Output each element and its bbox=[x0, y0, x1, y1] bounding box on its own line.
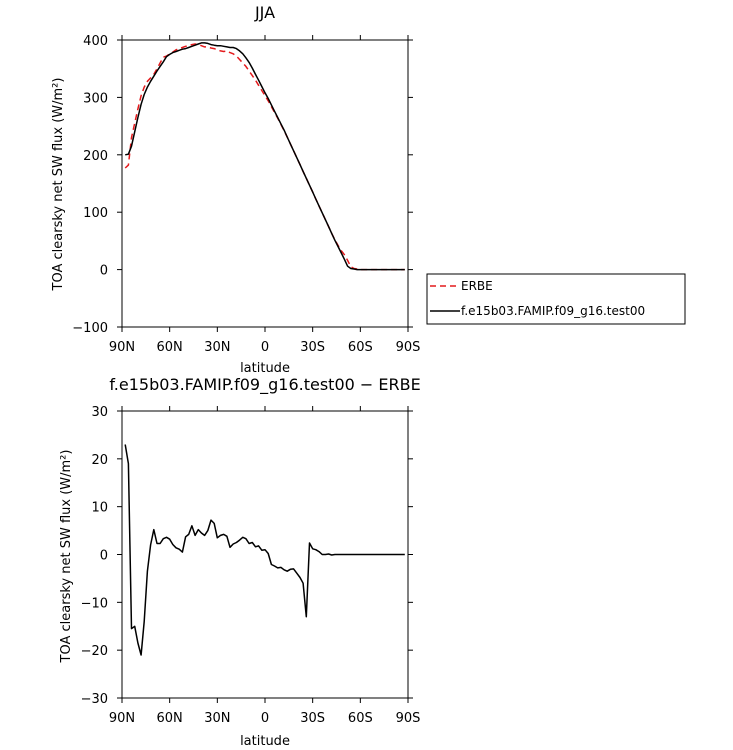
top-y-axis-label: TOA clearsky net SW flux (W/m²) bbox=[51, 78, 66, 292]
top-x-tick-label: 60S bbox=[348, 340, 373, 355]
top-y-tick-label: 100 bbox=[83, 206, 108, 221]
bottom-x-tick-label: 90N bbox=[109, 711, 135, 726]
bottom-panel: f.e15b03.FAMIP.f09_g16.test00 − ERBE 90N… bbox=[59, 375, 421, 749]
top-y-tick-label: 200 bbox=[83, 149, 108, 164]
top-y-tick-label: 0 bbox=[100, 264, 108, 279]
top-x-tick-label: 60N bbox=[157, 340, 183, 355]
bottom-x-tick-label: 60N bbox=[157, 711, 183, 726]
bottom-difference-series bbox=[124, 444, 405, 656]
legend: ERBE f.e15b03.FAMIP.f09_g16.test00 bbox=[426, 273, 686, 325]
legend-label-erbe: ERBE bbox=[461, 279, 493, 293]
bottom-y-tick-label: 0 bbox=[100, 549, 108, 564]
top-chart-title: JJA bbox=[254, 3, 275, 22]
top-x-axis-label: latitude bbox=[240, 361, 290, 376]
top-x-tick-label: 30N bbox=[204, 340, 230, 355]
legend-label-model: f.e15b03.FAMIP.f09_g16.test00 bbox=[461, 304, 645, 318]
bottom-x-tick-label: 30N bbox=[204, 711, 230, 726]
bottom-y-tick-label: −30 bbox=[81, 692, 108, 707]
top-plot-frame bbox=[121, 39, 409, 328]
bottom-y-tick-label: 30 bbox=[91, 405, 108, 420]
bottom-x-tick-label: 90S bbox=[396, 711, 421, 726]
top-x-tick-label: 90N bbox=[109, 340, 135, 355]
top-panel: JJA 90N 60N 30N 0 30S 60S 90S −100 0 100 200 300 400… bbox=[51, 3, 420, 376]
top-y-tick-label: −100 bbox=[72, 321, 108, 336]
top-plot-area: 90N 60N 30N 0 30S 60S 90S −100 0 100 200 300 400 bbox=[72, 34, 420, 355]
top-series-f-e15b03-famip-f09-g16-test00 bbox=[125, 42, 405, 271]
bottom-y-tick-label: 10 bbox=[91, 501, 108, 516]
bottom-y-tick-label: −20 bbox=[81, 644, 108, 659]
legend-box bbox=[426, 273, 686, 325]
bottom-plot-area: 90N 60N 30N 0 30S 60S 90S −30 −20 −10 0 10 20 30 bbox=[81, 405, 421, 726]
top-x-tick-label: 0 bbox=[261, 340, 269, 355]
top-y-tick-label: 400 bbox=[83, 34, 108, 49]
bottom-chart-title: f.e15b03.FAMIP.f09_g16.test00 − ERBE bbox=[109, 375, 420, 395]
bottom-x-axis-label: latitude bbox=[240, 734, 290, 749]
bottom-x-tick-label: 0 bbox=[261, 711, 269, 726]
top-y-tick-label: 300 bbox=[83, 91, 108, 106]
top-x-tick-label: 30S bbox=[300, 340, 325, 355]
bottom-y-axis-label: TOA clearsky net SW flux (W/m²) bbox=[59, 450, 74, 664]
bottom-x-tick-label: 60S bbox=[348, 711, 373, 726]
bottom-y-tick-label: 20 bbox=[91, 453, 108, 468]
bottom-y-tick-label: −10 bbox=[81, 596, 108, 611]
top-x-tick-label: 90S bbox=[396, 340, 421, 355]
top-series-erbe bbox=[124, 43, 405, 271]
bottom-x-tick-label: 30S bbox=[300, 711, 325, 726]
